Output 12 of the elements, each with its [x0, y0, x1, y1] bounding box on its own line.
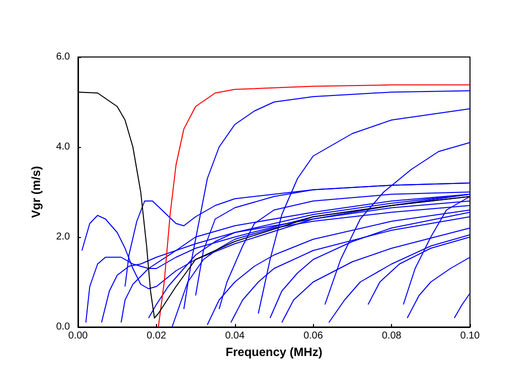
x-tick-label: 0.08	[382, 330, 402, 342]
y-tick-label: 4.0	[56, 142, 70, 152]
x-tick-label: 0.06	[303, 330, 324, 342]
y-axis-title: Vgr (m/s)	[29, 166, 43, 218]
x-tick-label: 0.00	[68, 330, 88, 342]
x-tick-label: 0.04	[225, 330, 245, 342]
y-tick-label: 6.0	[56, 52, 70, 62]
y-tick-label: 2.0	[56, 232, 70, 242]
x-tick-label: 0.02	[146, 330, 167, 342]
x-axis-title: Frequency (MHz)	[226, 344, 322, 359]
y-tick-label: 0.0	[56, 322, 70, 332]
x-tick-label: 0.10	[460, 330, 480, 342]
